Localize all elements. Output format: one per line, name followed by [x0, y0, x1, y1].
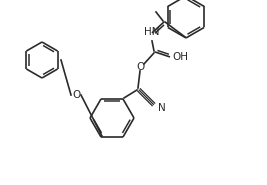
Text: HN: HN: [144, 27, 160, 37]
Text: OH: OH: [172, 52, 188, 62]
Text: N: N: [158, 103, 166, 113]
Text: O: O: [136, 62, 144, 72]
Text: O: O: [72, 90, 80, 100]
